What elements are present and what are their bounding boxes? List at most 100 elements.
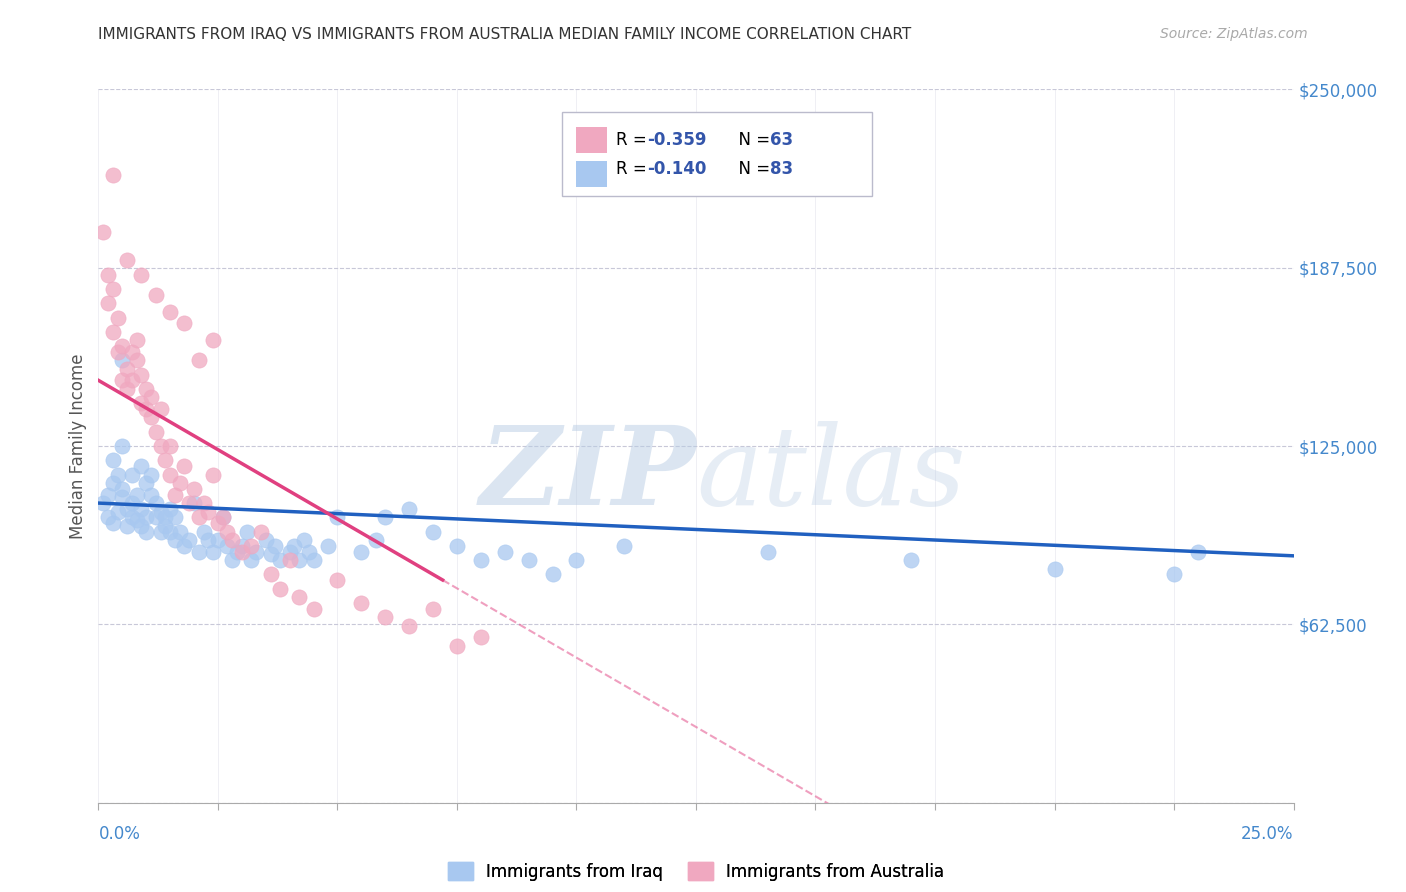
Point bbox=[217, 524, 239, 539]
Point bbox=[91, 225, 114, 239]
Point bbox=[398, 501, 420, 516]
Point bbox=[101, 453, 124, 467]
Point bbox=[145, 425, 167, 439]
Point bbox=[202, 467, 225, 482]
Point bbox=[163, 487, 186, 501]
Point bbox=[302, 553, 325, 567]
Point bbox=[283, 539, 305, 553]
Legend: Immigrants from Iraq, Immigrants from Australia: Immigrants from Iraq, Immigrants from Au… bbox=[441, 855, 950, 888]
Point bbox=[111, 491, 134, 505]
Point bbox=[298, 544, 321, 558]
Point bbox=[240, 539, 263, 553]
Point bbox=[211, 510, 233, 524]
Point bbox=[269, 582, 291, 596]
Point bbox=[179, 496, 201, 510]
Point bbox=[197, 533, 219, 548]
Point bbox=[259, 567, 281, 582]
Point bbox=[183, 482, 205, 496]
Point bbox=[173, 458, 195, 473]
Point bbox=[149, 439, 172, 453]
Point bbox=[169, 476, 191, 491]
Point bbox=[155, 519, 177, 533]
Text: Source: ZipAtlas.com: Source: ZipAtlas.com bbox=[1160, 27, 1308, 41]
Point bbox=[101, 168, 124, 182]
Point bbox=[121, 373, 143, 387]
Point bbox=[240, 553, 263, 567]
Point bbox=[163, 510, 186, 524]
Point bbox=[169, 524, 191, 539]
Point bbox=[145, 496, 167, 510]
Point bbox=[115, 253, 138, 268]
Text: R =: R = bbox=[616, 161, 652, 178]
Text: 63: 63 bbox=[770, 131, 793, 149]
Point bbox=[115, 501, 138, 516]
Point bbox=[1187, 544, 1209, 558]
Point bbox=[398, 619, 420, 633]
Point bbox=[121, 344, 143, 359]
Point bbox=[197, 505, 219, 519]
Point bbox=[107, 467, 129, 482]
Point bbox=[494, 544, 516, 558]
Point bbox=[101, 476, 124, 491]
Text: ZIP: ZIP bbox=[479, 421, 696, 528]
Point bbox=[292, 533, 315, 548]
Point bbox=[756, 544, 779, 558]
Point bbox=[135, 476, 157, 491]
Point bbox=[173, 539, 195, 553]
Point bbox=[207, 516, 229, 530]
Point bbox=[139, 487, 162, 501]
Point bbox=[121, 496, 143, 510]
Point bbox=[125, 353, 148, 368]
Point bbox=[187, 353, 209, 368]
Point bbox=[115, 519, 138, 533]
Point bbox=[139, 467, 162, 482]
Point bbox=[149, 401, 172, 416]
Text: N =: N = bbox=[728, 161, 776, 178]
Point bbox=[202, 334, 225, 348]
Point bbox=[131, 368, 153, 382]
Point bbox=[135, 382, 157, 396]
Point bbox=[302, 601, 325, 615]
Point bbox=[326, 510, 349, 524]
Point bbox=[159, 501, 181, 516]
Text: N =: N = bbox=[728, 131, 776, 149]
Point bbox=[446, 639, 468, 653]
Point bbox=[221, 533, 243, 548]
Point bbox=[446, 539, 468, 553]
Point bbox=[135, 510, 157, 524]
Point bbox=[470, 630, 492, 644]
Text: IMMIGRANTS FROM IRAQ VS IMMIGRANTS FROM AUSTRALIA MEDIAN FAMILY INCOME CORRELATI: IMMIGRANTS FROM IRAQ VS IMMIGRANTS FROM … bbox=[98, 27, 911, 42]
Point bbox=[193, 524, 215, 539]
Y-axis label: Median Family Income: Median Family Income bbox=[69, 353, 87, 539]
Point bbox=[115, 382, 138, 396]
Text: 25.0%: 25.0% bbox=[1241, 825, 1294, 843]
Point bbox=[187, 544, 209, 558]
Point bbox=[125, 334, 148, 348]
Point bbox=[221, 553, 243, 567]
Text: -0.140: -0.140 bbox=[647, 161, 706, 178]
Text: atlas: atlas bbox=[696, 421, 966, 528]
Point bbox=[131, 268, 153, 282]
Point bbox=[107, 310, 129, 325]
Point bbox=[121, 467, 143, 482]
Point bbox=[207, 533, 229, 548]
Point bbox=[107, 344, 129, 359]
Point bbox=[179, 533, 201, 548]
Point bbox=[149, 524, 172, 539]
Point bbox=[101, 282, 124, 296]
Point bbox=[125, 513, 148, 527]
Point bbox=[121, 510, 143, 524]
Point bbox=[115, 362, 138, 376]
Point bbox=[245, 544, 267, 558]
Point bbox=[235, 524, 257, 539]
Point bbox=[145, 510, 167, 524]
Point bbox=[541, 567, 564, 582]
Point bbox=[97, 296, 120, 310]
Point bbox=[97, 268, 120, 282]
Point bbox=[159, 467, 181, 482]
Text: 83: 83 bbox=[770, 161, 793, 178]
Point bbox=[155, 510, 177, 524]
Point bbox=[254, 533, 277, 548]
Point bbox=[111, 353, 134, 368]
Point bbox=[517, 553, 540, 567]
